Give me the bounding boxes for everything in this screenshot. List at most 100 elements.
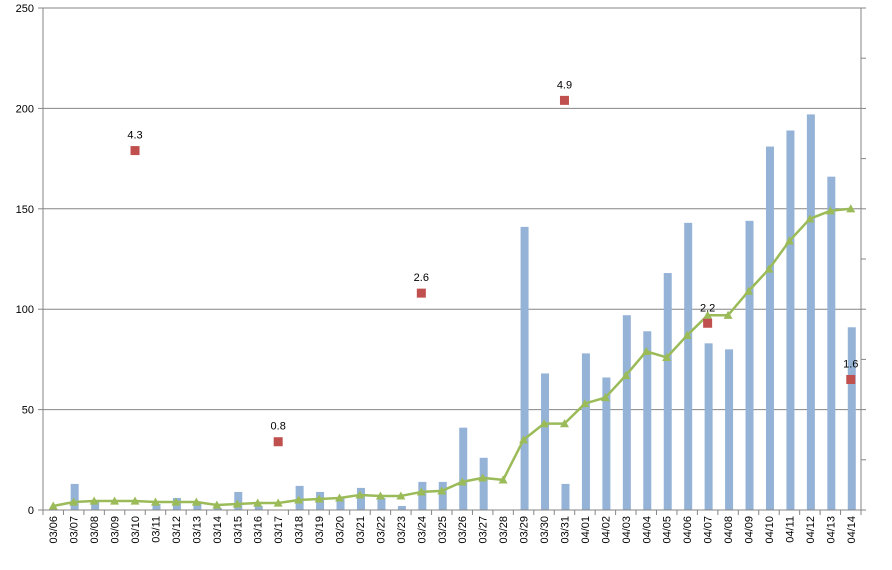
bar	[561, 483, 570, 510]
data-label: 0.8	[271, 421, 286, 433]
x-tick-label: 04/04	[641, 516, 653, 544]
line-point	[498, 475, 508, 484]
line-point	[662, 352, 672, 361]
bar	[377, 497, 386, 510]
line-point	[478, 473, 488, 482]
bar	[602, 377, 611, 510]
grid-layer	[43, 7, 861, 411]
line-point	[171, 497, 181, 506]
x-tick-label: 03/18	[294, 516, 306, 544]
scatter-point	[416, 288, 426, 298]
x-tick-label: 03/12	[171, 516, 183, 544]
bar	[745, 220, 754, 510]
line-point	[396, 491, 406, 500]
line-point	[110, 496, 120, 505]
line-point	[600, 393, 610, 402]
x-tick-label: 04/03	[621, 516, 633, 544]
line-series	[48, 204, 856, 510]
x-tick-label: 04/01	[580, 516, 592, 544]
line-point	[355, 490, 365, 499]
line-point	[89, 496, 99, 505]
bar	[91, 499, 100, 510]
scatter-point	[130, 146, 140, 156]
bar	[725, 349, 734, 510]
x-tick-label: 03/15	[232, 516, 244, 544]
bar	[152, 503, 161, 510]
x-tick-label: 03/27	[478, 516, 490, 544]
line-point	[519, 435, 529, 444]
bar	[663, 273, 672, 510]
line-point	[416, 487, 426, 496]
x-tick-label: 03/16	[253, 516, 265, 544]
line-point	[232, 499, 242, 508]
scatter-point	[273, 437, 283, 447]
bar	[418, 481, 427, 510]
x-tick-label: 04/14	[846, 516, 858, 544]
line-point	[682, 330, 692, 339]
scatter-point	[559, 95, 569, 105]
line-point	[48, 501, 58, 510]
y-tick-label: 50	[22, 405, 34, 417]
x-tick-label: 03/28	[498, 516, 510, 544]
x-tick-label: 03/31	[559, 516, 571, 544]
bar	[765, 146, 774, 510]
bar	[520, 226, 529, 510]
x-tick-label: 04/08	[723, 516, 735, 544]
line-point	[212, 500, 222, 509]
x-tick-label: 03/19	[314, 516, 326, 544]
bar	[397, 505, 406, 510]
data-label: 2.6	[414, 272, 429, 284]
line-path	[52, 207, 851, 508]
line-point	[437, 486, 447, 495]
x-tick-label: 03/06	[48, 516, 60, 544]
data-label: 2.2	[700, 302, 715, 314]
line-point	[314, 494, 324, 503]
bar	[622, 315, 631, 510]
line-point	[784, 236, 794, 245]
x-tick-label: 03/23	[396, 516, 408, 544]
line-point	[273, 498, 283, 507]
bar	[336, 497, 345, 510]
x-tick-label: 03/08	[89, 516, 101, 544]
scatter-point	[703, 318, 713, 328]
x-tick-label: 03/17	[273, 516, 285, 544]
y-tick-label: 250	[16, 3, 34, 15]
x-tick-label: 03/10	[130, 516, 142, 544]
x-tick-label: 04/09	[744, 516, 756, 544]
x-tick-label: 04/11	[784, 516, 796, 543]
x-tick-label: 03/22	[375, 516, 387, 544]
y-tick-label: 150	[16, 204, 34, 216]
line-point	[69, 497, 79, 506]
bar	[704, 343, 713, 510]
x-tick-label: 03/09	[110, 516, 122, 544]
line-point	[253, 498, 263, 507]
bar	[479, 457, 488, 510]
scatter-point	[846, 374, 856, 384]
line-point	[805, 214, 815, 223]
bar-series	[70, 114, 856, 510]
bar	[847, 327, 856, 510]
bar	[193, 501, 202, 510]
line-point	[825, 206, 835, 215]
scatter-series: 4.3 0.8 2.6 4.9 2.2 1.6	[127, 79, 858, 447]
bar	[643, 331, 652, 510]
bar	[459, 427, 468, 510]
y-tick-label: 200	[16, 103, 34, 115]
line-point	[744, 286, 754, 295]
line-point	[703, 310, 713, 319]
line-point	[191, 497, 201, 506]
line-point	[846, 204, 856, 213]
bar	[786, 130, 795, 510]
line-point	[539, 419, 549, 428]
x-tick-label: 03/30	[539, 516, 551, 544]
bar	[541, 373, 550, 510]
line-point	[641, 346, 651, 355]
bar	[827, 176, 836, 510]
x-tick-label: 03/11	[150, 516, 162, 543]
bar	[213, 507, 222, 510]
x-tick-label: 04/13	[825, 516, 837, 544]
x-tick-label: 03/13	[191, 516, 203, 544]
x-tick-label: 03/14	[212, 516, 224, 544]
data-label: 4.9	[557, 79, 572, 91]
